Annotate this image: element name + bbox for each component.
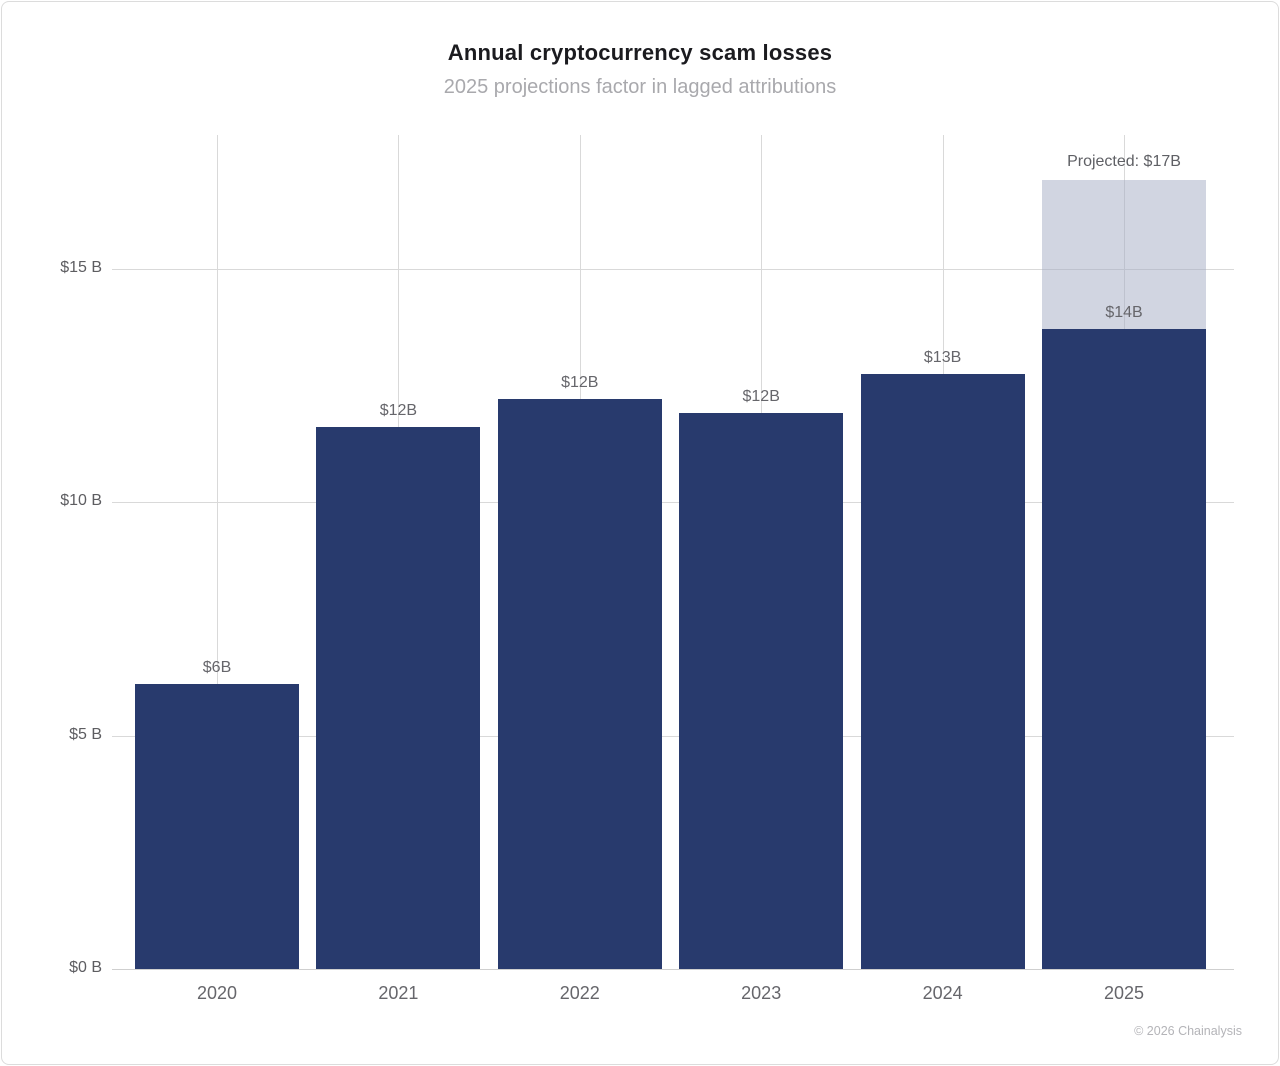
x-gridline — [217, 135, 218, 969]
bar-value-label: $14B — [1105, 304, 1143, 322]
x-tick-label: 2022 — [559, 983, 600, 1003]
bar-value-label: $12B — [379, 402, 418, 420]
y-gridline — [112, 502, 1234, 503]
y-gridline — [112, 268, 1234, 270]
chart-subtitle: 2025 projections factor in lagged attrib… — [443, 76, 837, 98]
x-tick-label: 2020 — [196, 983, 238, 1003]
y-tick-label: $15 B — [60, 258, 102, 276]
y-tick-label: $10 B — [60, 492, 102, 509]
bar-2023 — [679, 413, 844, 969]
bar-value-label: $13B — [923, 348, 962, 366]
bar-projected-segment-2025 — [1042, 179, 1206, 330]
x-tick-label: 2025 — [1103, 983, 1145, 1003]
bar-value-label: $12B — [742, 388, 780, 406]
y-gridline — [112, 969, 1234, 970]
bar-value-label: $6B — [202, 659, 232, 677]
bar-2024 — [860, 373, 1025, 969]
bar-2021 — [316, 427, 481, 969]
x-tick-label: 2021 — [378, 983, 419, 1003]
projected-total-label: Projected: $17B — [1067, 152, 1181, 170]
bar-2022 — [497, 399, 662, 969]
chart-header: Annual cryptocurrency scam losses 2025 p… — [2, 40, 1278, 99]
x-tick-label: 2024 — [922, 983, 963, 1003]
y-gridline — [112, 735, 1234, 737]
bar-value-label: $12B — [561, 374, 599, 392]
chart-title: Annual cryptocurrency scam losses — [447, 40, 833, 65]
bar-2020 — [135, 684, 299, 969]
y-tick-label: $0 B — [69, 959, 102, 976]
y-tick-label: $5 B — [69, 725, 102, 743]
copyright-credit: © 2026 Chainalysis — [1134, 1024, 1242, 1038]
bar-2025 — [1042, 329, 1206, 969]
x-tick-label: 2023 — [741, 983, 782, 1003]
